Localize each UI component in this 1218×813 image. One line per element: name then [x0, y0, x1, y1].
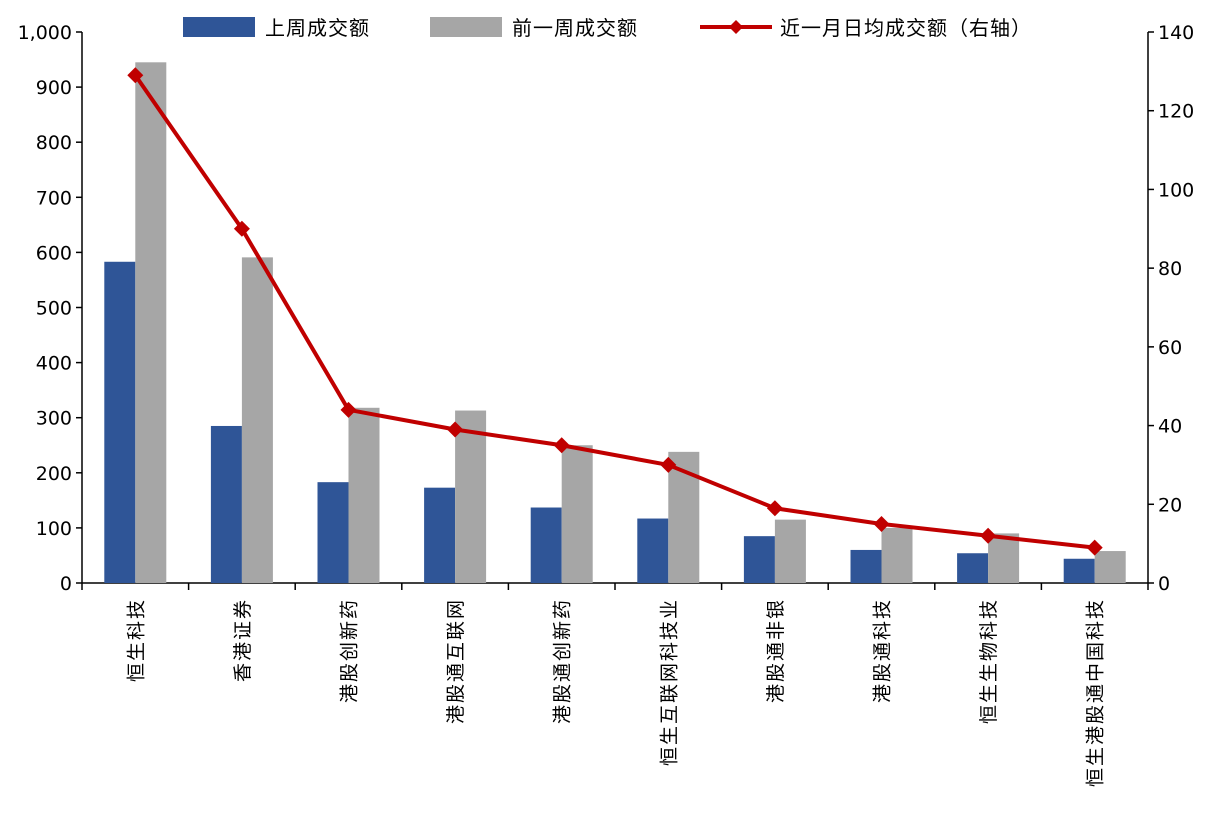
left-tick-label: 200: [36, 463, 72, 485]
line-path: [133, 74, 1095, 550]
line-marker: [1086, 539, 1103, 556]
right-tick-label: 140: [1158, 22, 1194, 44]
right-tick-label: 0: [1158, 573, 1170, 595]
line-marker: [766, 500, 783, 517]
legend-label-bar2: 前一周成交额: [512, 16, 638, 40]
bar-前一周成交额: [135, 62, 167, 584]
left-tick-label: 600: [36, 242, 72, 264]
left-tick-label: 800: [36, 132, 72, 154]
category-label: 港股通创新药: [552, 598, 574, 724]
right-tick-label: 40: [1158, 416, 1182, 438]
category-label: 港股通互联网: [445, 598, 467, 724]
legend-swatch-marker: [729, 20, 743, 34]
left-tick-label: 100: [36, 518, 72, 540]
left-tick-label: 1,000: [18, 22, 72, 44]
bar-上周成交额: [104, 261, 136, 583]
series-line: [127, 67, 1103, 556]
bar-前一周成交额: [774, 519, 806, 583]
category-label: 恒生港股通中国科技: [1085, 598, 1107, 787]
bar-前一周成交额: [1094, 551, 1126, 583]
left-tick-label: 400: [36, 353, 72, 375]
axes: 0 100 200 300 400 500 600 700 800 900 1,000 0 20 40 60…: [18, 22, 1195, 595]
line-marker: [873, 515, 890, 532]
legend-swatch-bar2: [430, 17, 502, 37]
category-label: 香港证券: [232, 598, 254, 682]
left-tick-label: 0: [60, 573, 72, 595]
line-marker: [127, 67, 144, 84]
category-label: 港股创新药: [339, 598, 361, 703]
right-tick-label: 80: [1158, 258, 1182, 280]
line-marker: [553, 437, 570, 454]
category-label: 恒生互联网科技业: [658, 598, 680, 766]
left-tick-label: 700: [36, 187, 72, 209]
bar-上周成交额: [530, 507, 562, 583]
right-tick-label: 20: [1158, 494, 1182, 516]
line-marker: [340, 401, 357, 418]
legend-swatch-bar1: [183, 17, 255, 37]
category-label: 恒生生物科技: [978, 598, 1000, 724]
category-labels: 恒生科技 香港证券 港股创新药 港股通互联网 港股通创新药 恒生互联网科技业 港股通非银 港股…: [125, 598, 1106, 787]
bars: [104, 62, 1126, 584]
line-marker: [980, 527, 997, 544]
bar-上周成交额: [743, 536, 775, 583]
line-marker: [447, 421, 464, 438]
bar-前一周成交额: [881, 527, 913, 583]
bar-前一周成交额: [241, 257, 273, 583]
left-tick-label: 500: [36, 298, 72, 320]
left-tick-label: 300: [36, 408, 72, 430]
bar-上周成交额: [317, 482, 349, 583]
bar-上周成交额: [850, 549, 882, 583]
line-marker: [660, 456, 677, 473]
right-tick-label: 120: [1158, 101, 1194, 123]
bar-前一周成交额: [348, 407, 380, 583]
category-label: 港股通科技: [872, 598, 894, 703]
category-label: 恒生科技: [125, 598, 147, 682]
bar-上周成交额: [1063, 558, 1095, 583]
category-label: 港股通非银: [765, 598, 787, 703]
left-tick-label: 900: [36, 77, 72, 99]
bar-上周成交额: [424, 487, 456, 583]
legend-label-line: 近一月日均成交额（右轴）: [780, 16, 1032, 40]
legend-label-bar1: 上周成交额: [265, 16, 370, 40]
bar-前一周成交额: [455, 410, 487, 583]
legend: 上周成交额 前一周成交额 近一月日均成交额（右轴）: [183, 16, 1032, 40]
right-tick-label: 60: [1158, 337, 1182, 359]
bar-前一周成交额: [988, 533, 1020, 583]
bar-前一周成交额: [561, 445, 593, 583]
line-marker: [233, 220, 250, 237]
bar-上周成交额: [957, 553, 989, 583]
bar-上周成交额: [637, 518, 669, 583]
bar-上周成交额: [210, 425, 242, 583]
right-tick-label: 100: [1158, 179, 1194, 201]
